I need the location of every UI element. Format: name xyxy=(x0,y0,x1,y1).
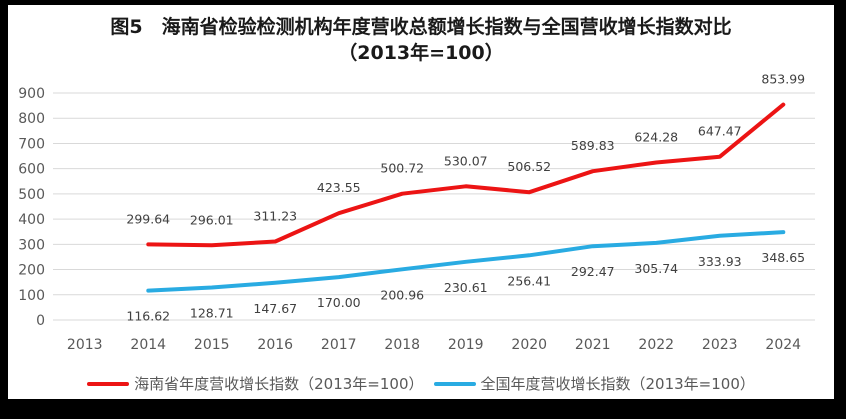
x-axis-tick-label: 2023 xyxy=(702,337,738,353)
data-label: 200.96 xyxy=(380,287,424,302)
data-label: 147.67 xyxy=(253,301,297,316)
y-axis-tick-label: 100 xyxy=(18,288,45,304)
y-axis-tick-label: 900 xyxy=(18,86,45,102)
x-axis-tick-label: 2018 xyxy=(384,337,420,353)
data-label: 128.71 xyxy=(190,306,234,321)
data-label: 256.41 xyxy=(507,273,551,288)
data-label: 116.62 xyxy=(126,309,170,324)
data-label: 500.72 xyxy=(380,161,424,176)
chart-subtitle: （2013年=100） xyxy=(338,42,504,64)
y-axis-tick-label: 300 xyxy=(18,237,45,253)
y-axis-tick-label: 400 xyxy=(18,212,45,228)
legend-line-swatch-red xyxy=(87,381,130,386)
data-label: 299.64 xyxy=(126,211,170,226)
data-label: 506.52 xyxy=(507,159,551,174)
data-label: 423.55 xyxy=(317,180,361,195)
legend-item-national: 全国年度营收增长指数（2013年=100） xyxy=(433,373,755,394)
data-label: 305.74 xyxy=(634,261,678,276)
data-label: 853.99 xyxy=(761,72,805,87)
data-label: 333.93 xyxy=(698,254,742,269)
data-label: 530.07 xyxy=(444,153,488,168)
legend-label-national: 全国年度营收增长指数（2013年=100） xyxy=(480,375,755,393)
chart-canvas: 0 100 200 300 400 500 600 700 800 900 2013 2014 2015… xyxy=(8,5,834,399)
data-label: 647.47 xyxy=(698,124,742,139)
data-label: 348.65 xyxy=(761,250,805,265)
y-axis-tick-label: 500 xyxy=(18,187,45,203)
legend-line-swatch-blue xyxy=(433,381,476,386)
x-axis-tick-label: 2015 xyxy=(194,337,230,353)
y-axis-tick-label: 600 xyxy=(18,162,45,178)
data-label: 170.00 xyxy=(317,295,361,310)
y-axis-tick-label: 800 xyxy=(18,111,45,127)
y-axis-tick-label: 700 xyxy=(18,136,45,152)
legend-label-hainan: 海南省年度营收增长指数（2013年=100） xyxy=(134,375,424,393)
x-axis-tick-label: 2021 xyxy=(575,337,611,353)
x-axis-tick-label: 2014 xyxy=(130,337,166,353)
data-label: 292.47 xyxy=(571,264,615,279)
chart-title-block: 图5 海南省检验检测机构年度营收总额增长指数与全国营收增长指数对比 （2013年… xyxy=(8,14,834,66)
data-label: 296.01 xyxy=(190,212,234,227)
x-axis-tick-label: 2019 xyxy=(448,337,484,353)
x-axis-tick-label: 2016 xyxy=(257,337,293,353)
data-label: 624.28 xyxy=(634,130,678,145)
chart-legend: 海南省年度营收增长指数（2013年=100） 全国年度营收增长指数（2013年=… xyxy=(8,373,834,394)
data-label: 311.23 xyxy=(253,209,297,224)
x-axis-tick-label: 2017 xyxy=(321,337,357,353)
legend-item-hainan: 海南省年度营收增长指数（2013年=100） xyxy=(87,373,424,394)
x-axis-tick-label: 2020 xyxy=(511,337,547,353)
series-line-0 xyxy=(146,102,786,248)
y-axis-tick-label: 0 xyxy=(36,313,45,329)
chart-title: 图5 海南省检验检测机构年度营收总额增长指数与全国营收增长指数对比 xyxy=(110,16,732,38)
x-axis-tick-label: 2024 xyxy=(765,337,801,353)
line-chart-plot: 0 100 200 300 400 500 600 700 800 900 2013 2014 2015… xyxy=(18,72,815,353)
y-axis-tick-label: 200 xyxy=(18,263,45,279)
x-axis-tick-label: 2013 xyxy=(67,337,103,353)
x-axis-tick-label: 2022 xyxy=(638,337,674,353)
series-line-1 xyxy=(146,230,786,293)
data-label: 589.83 xyxy=(571,138,615,153)
data-label: 230.61 xyxy=(444,280,488,295)
